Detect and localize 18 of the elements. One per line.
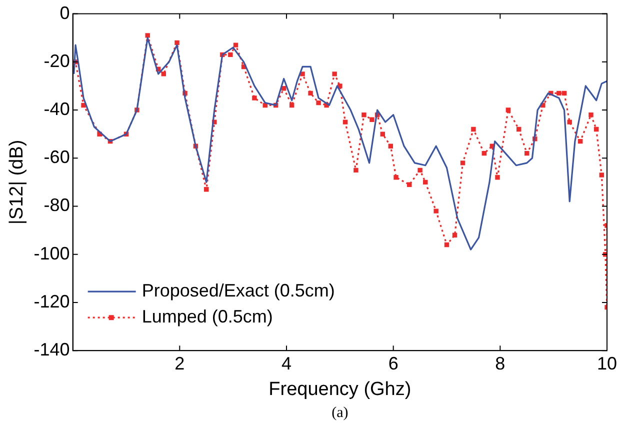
- y-tick-label: -60: [44, 147, 70, 168]
- y-tick-label: -40: [44, 98, 70, 119]
- x-axis-title: Frequency (Ghz): [268, 378, 412, 400]
- y-tick-label: -20: [44, 50, 70, 71]
- y-axis-title: |S12| (dB): [6, 140, 28, 225]
- x-tick-label: 10: [596, 353, 618, 374]
- x-tick-label: 4: [281, 353, 292, 374]
- x-tick-label: 2: [174, 353, 185, 374]
- y-tick-label: -80: [44, 195, 70, 216]
- y-tick-label: -140: [34, 340, 70, 360]
- text: (a): [332, 405, 348, 421]
- y-tick-label: -120: [34, 291, 70, 312]
- y-tick-label: -100: [34, 243, 70, 264]
- legend-label: Lumped (0.5cm): [142, 306, 273, 327]
- legend-label: Proposed/Exact (0.5cm): [142, 280, 335, 301]
- y-tick-label: 0: [60, 2, 70, 23]
- x-tick-label: 6: [388, 353, 398, 374]
- x-tick-label: 8: [495, 353, 506, 374]
